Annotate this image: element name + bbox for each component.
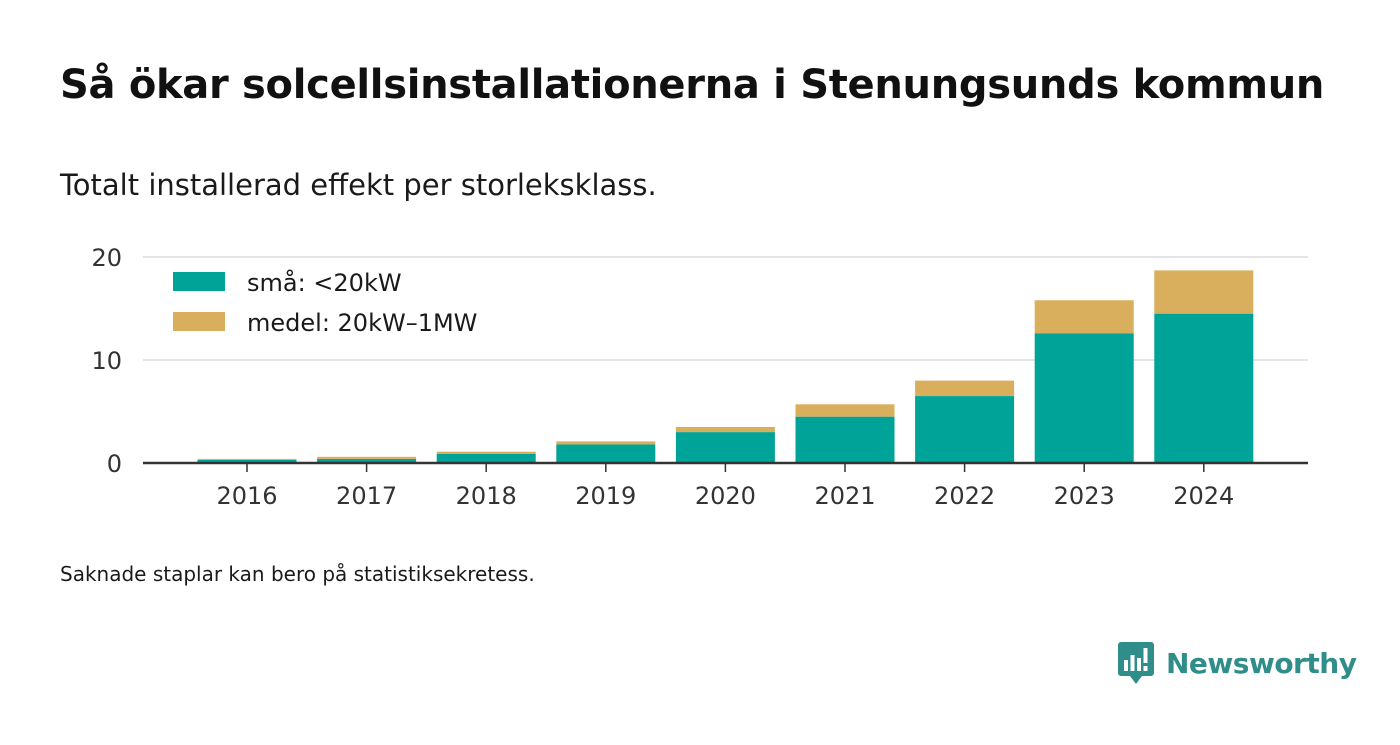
bar-segment-medium (915, 380, 1015, 397)
x-tick-label: 2017 (336, 482, 397, 510)
y-tick-label: 10 (91, 347, 122, 375)
legend-label: medel: 20kW–1MW (247, 309, 477, 337)
legend-swatch (173, 312, 225, 331)
bar-segment-medium (317, 456, 417, 459)
newsworthy-logo-icon (1118, 642, 1154, 684)
y-tick-label: 0 (107, 450, 122, 478)
x-tick-label: 2023 (1054, 482, 1115, 510)
bars (197, 270, 1254, 463)
legend-swatch (173, 272, 225, 291)
x-tick-label: 2016 (216, 482, 277, 510)
brand-name: Newsworthy (1166, 646, 1357, 680)
x-tick-label: 2021 (814, 482, 875, 510)
brand-logo: Newsworthy (1118, 640, 1357, 686)
bar-segment-small (1154, 313, 1254, 463)
bar-segment-medium (556, 441, 656, 445)
bar-segment-small (317, 458, 417, 463)
bar-segment-small (915, 396, 1015, 463)
y-tick-label: 20 (91, 244, 122, 272)
bar-segment-small (1034, 333, 1134, 463)
chart-title: Så ökar solcellsinstallationerna i Stenu… (60, 62, 1325, 108)
bar-segment-medium (1034, 300, 1134, 334)
x-tick-label: 2018 (456, 482, 517, 510)
bar-segment-small (436, 453, 536, 463)
bar-segment-small (197, 459, 297, 463)
x-tick-label: 2020 (695, 482, 756, 510)
bar-segment-medium (436, 451, 536, 454)
bar-segment-small (556, 444, 656, 463)
legend: små: <20kW medel: 20kW–1MW (173, 268, 477, 337)
x-tick-label: 2024 (1173, 482, 1234, 510)
bar-segment-small (795, 416, 895, 463)
bar-segment-medium (795, 404, 895, 417)
bar-segment-medium (675, 426, 775, 433)
legend-label: små: <20kW (247, 268, 402, 297)
bar-segment-medium (1154, 270, 1254, 314)
axes: 0 10 20 2016 2017 2018 2019 2020 2021 2022 2023 202… (91, 244, 1308, 510)
footnote: Saknade staplar kan bero på statistiksek… (60, 562, 535, 586)
bar-segment-small (675, 432, 775, 463)
x-tick-label: 2019 (575, 482, 636, 510)
chart-subtitle: Totalt installerad effekt per storlekskl… (60, 168, 657, 202)
bar-segment-medium (197, 458, 297, 460)
x-tick-label: 2022 (934, 482, 995, 510)
